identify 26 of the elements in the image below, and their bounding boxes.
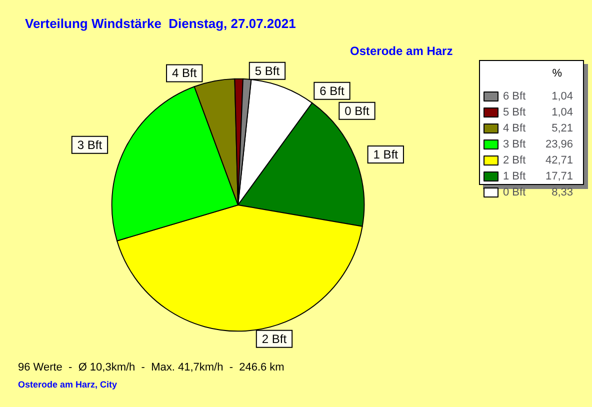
data-label: 1,04 bbox=[552, 106, 573, 118]
legend-label: 6 Bft bbox=[503, 90, 526, 102]
data-label: 23,96 bbox=[545, 138, 573, 150]
slice-label: 2 Bft bbox=[262, 332, 288, 346]
text: Osterode am Harz, City bbox=[18, 380, 118, 390]
chart-subtitle: Osterode am Harz bbox=[350, 44, 453, 58]
category-label: 5 Bft bbox=[254, 64, 280, 78]
data-label: 17,71 bbox=[545, 170, 573, 182]
data-label: 42,71 bbox=[545, 154, 573, 166]
slice-label: 1 Bft bbox=[373, 147, 399, 162]
chart-title: Verteilung Windstärke Dienstag, 27.07.2021 bbox=[25, 16, 296, 31]
legend-label: 0 Bft bbox=[503, 186, 526, 198]
slice-label: 4 Bft bbox=[172, 66, 198, 80]
data-label: 1,04 bbox=[552, 90, 573, 102]
slice-label: 3 Bft bbox=[77, 138, 103, 152]
legend-label: 4 Bft bbox=[503, 122, 526, 134]
data-label: 8,33 bbox=[552, 186, 573, 198]
category-label: 0 Bft bbox=[344, 104, 370, 118]
legend-label: 2 Bft bbox=[503, 154, 526, 166]
category-label: 6 Bft bbox=[320, 84, 344, 98]
data-label: 5,21 bbox=[552, 122, 573, 134]
legend-label: 3 Bft bbox=[503, 138, 526, 150]
legend-label: 5 Bft bbox=[503, 106, 526, 118]
text: 96 Werte - Ø 10,3km/h - Max. 41,7km/h - 246.6 km bbox=[18, 362, 284, 374]
legend-label: 1 Bft bbox=[503, 170, 526, 182]
legend-title: % bbox=[552, 68, 562, 80]
